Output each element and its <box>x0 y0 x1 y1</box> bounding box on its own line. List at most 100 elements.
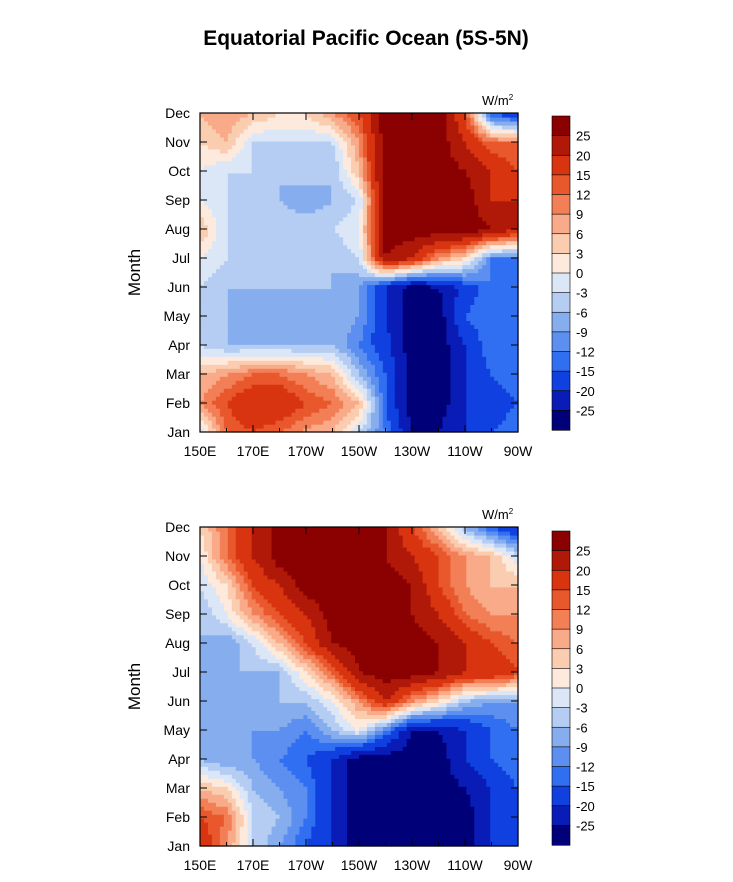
heatmap-cell <box>494 276 499 282</box>
heatmap-cell <box>470 284 475 290</box>
heatmap-cell <box>319 240 324 246</box>
heatmap-cell <box>331 300 336 305</box>
heatmap-cell <box>239 284 245 290</box>
heatmap-cell <box>231 364 237 369</box>
heatmap-cell <box>506 248 511 254</box>
heatmap-cell <box>303 340 308 345</box>
heatmap-cell <box>370 252 376 258</box>
heatmap-cell <box>243 404 249 409</box>
heatmap-cell <box>327 380 332 385</box>
heatmap-cell <box>315 344 320 349</box>
heatmap-cell <box>502 312 507 317</box>
heatmap-cell <box>203 204 209 210</box>
heatmap-cell <box>462 276 467 282</box>
heatmap-cell <box>478 264 483 270</box>
heatmap-cell <box>466 316 471 321</box>
heatmap-cell <box>200 244 205 250</box>
heatmap-cell <box>279 244 285 250</box>
heatmap-cell <box>219 316 225 321</box>
heatmap-cell <box>450 356 456 361</box>
heatmap-cell <box>307 180 312 186</box>
heatmap-cell <box>239 244 245 250</box>
heatmap-cell <box>279 224 285 230</box>
heatmap-cell <box>295 300 300 305</box>
heatmap-cell <box>291 364 297 369</box>
heatmap-cell <box>502 324 507 329</box>
heatmap-cell <box>255 392 261 397</box>
heatmap-cell <box>259 356 265 361</box>
heatmap-cell <box>299 312 304 317</box>
heatmap-cell <box>231 420 237 425</box>
heatmap-cell <box>514 312 519 317</box>
heatmap-cell <box>410 236 416 242</box>
heatmap-cell <box>374 308 380 313</box>
heatmap-cell <box>410 284 416 290</box>
heatmap-cell <box>442 280 448 286</box>
heatmap-cell <box>283 316 289 321</box>
heatmap-cell <box>343 320 348 325</box>
heatmap-cell <box>398 296 404 302</box>
heatmap-cell <box>370 220 376 226</box>
heatmap-cell <box>414 300 420 305</box>
heatmap-cell <box>374 200 380 206</box>
heatmap-cell <box>243 184 249 190</box>
heatmap-cell <box>502 252 507 258</box>
heatmap-cell <box>430 408 436 413</box>
heatmap-cell <box>486 368 491 373</box>
heatmap-cell <box>215 264 221 270</box>
heatmap-cell <box>418 392 424 397</box>
heatmap-cell <box>275 232 281 238</box>
heatmap-cell <box>335 220 340 226</box>
heatmap-cell <box>510 280 515 286</box>
heatmap-cell <box>438 236 444 242</box>
heatmap-cell <box>458 396 463 401</box>
heatmap-cells <box>200 113 519 433</box>
heatmap-cell <box>442 316 448 321</box>
heatmap-cell <box>299 272 304 278</box>
heatmap-cell <box>454 344 459 349</box>
heatmap-cell <box>315 292 320 298</box>
heatmap-cell <box>486 188 491 194</box>
heatmap-cell <box>362 364 368 369</box>
heatmap-cell <box>426 312 432 317</box>
heatmap-cell <box>446 208 452 214</box>
heatmap-cell <box>319 400 324 405</box>
heatmap-cell <box>331 232 336 238</box>
heatmap-cell <box>315 212 320 218</box>
heatmap-cell <box>303 380 308 385</box>
heatmap-cell <box>458 204 463 210</box>
heatmap-cell <box>311 280 316 286</box>
heatmap-cell <box>295 284 300 290</box>
heatmap-cell <box>287 224 293 230</box>
heatmap-cell <box>275 300 281 305</box>
heatmap-cell <box>203 336 209 341</box>
heatmap-cell <box>251 184 257 190</box>
heatmap-cell <box>203 388 209 393</box>
heatmap-cell <box>366 344 372 349</box>
heatmap-cell <box>211 228 217 234</box>
heatmap-cell <box>355 320 360 325</box>
heatmap-cell <box>299 396 304 401</box>
heatmap-cell <box>418 216 424 222</box>
heatmap-cell <box>255 336 261 341</box>
heatmap-cell <box>303 248 308 254</box>
heatmap-cell <box>470 340 475 345</box>
heatmap-cell <box>295 268 300 274</box>
heatmap-cell <box>355 316 360 321</box>
heatmap-cell <box>200 300 205 305</box>
heatmap-cell <box>299 320 304 325</box>
heatmap-cell <box>339 364 344 369</box>
heatmap-cell <box>327 428 332 433</box>
heatmap-cell <box>359 244 364 250</box>
heatmap-cell <box>335 380 340 385</box>
heatmap-cell <box>219 320 225 325</box>
heatmap-cell <box>482 412 487 417</box>
heatmap-cell <box>219 388 225 393</box>
heatmap-cell <box>343 300 348 305</box>
heatmap-cell <box>506 292 511 298</box>
heatmap-cell <box>402 296 408 302</box>
heatmap-cell <box>235 332 241 337</box>
heatmap-cell <box>303 328 308 333</box>
heatmap-cell <box>203 228 209 234</box>
heatmap-cell <box>430 384 436 389</box>
